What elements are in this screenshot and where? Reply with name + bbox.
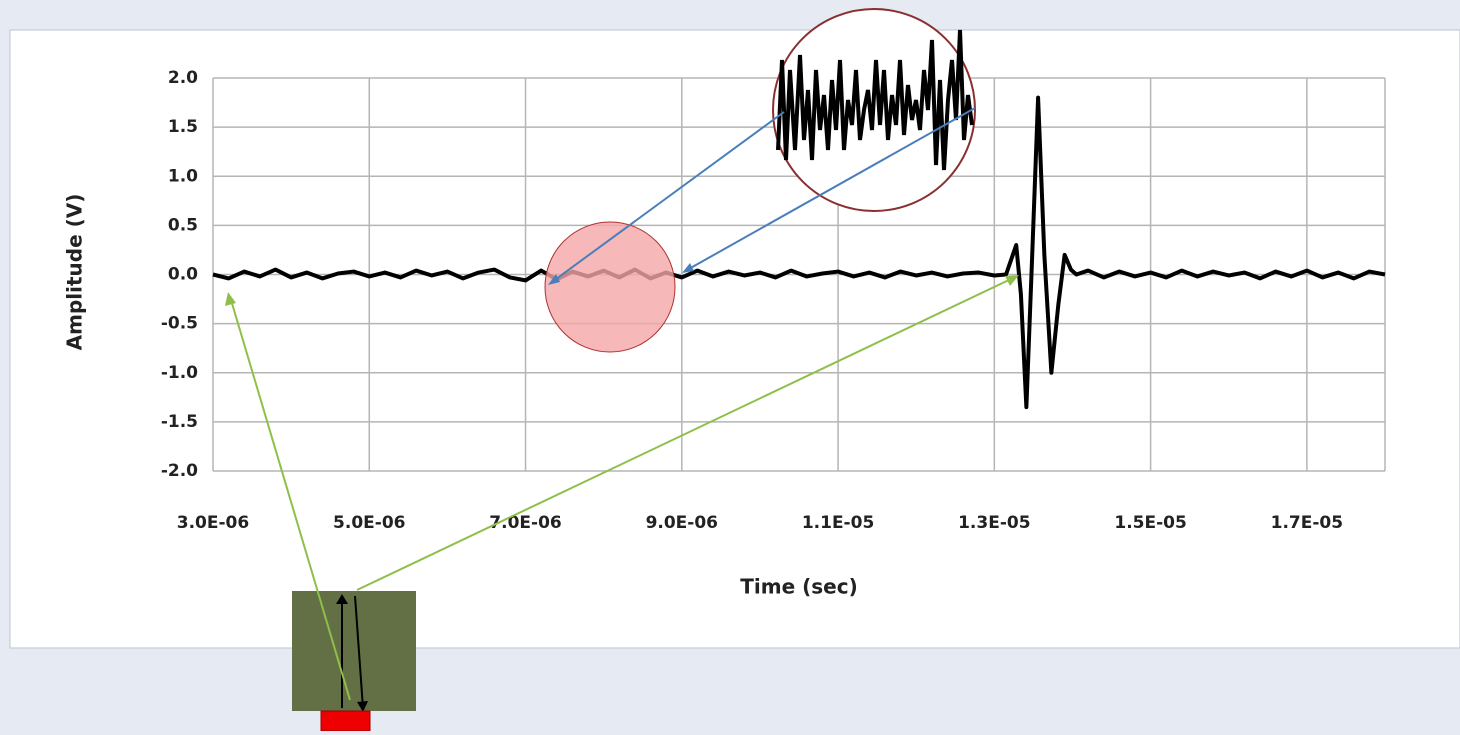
screen: 2.0 1.5 1.0 0.5 0.0 -0.5 -1.0 -1.5 -2.0 3.0E-06 5.…	[0, 0, 1460, 731]
y-tick-label: 0.0	[168, 265, 198, 285]
y-tick-label: -2.0	[161, 461, 198, 481]
y-tick-label: -1.0	[161, 363, 198, 383]
x-tick-label: 3.0E-06	[177, 513, 249, 533]
y-tick-label: 1.5	[168, 117, 198, 137]
x-tick-label: 1.7E-05	[1271, 513, 1343, 533]
highlight-circle	[545, 222, 675, 352]
y-tick-label: -0.5	[161, 314, 198, 334]
sensor-image-tint	[292, 591, 416, 711]
y-tick-label: 2.0	[168, 68, 198, 88]
y-tick-label: -1.5	[161, 412, 198, 432]
x-tick-label: 1.3E-05	[958, 513, 1030, 533]
x-axis-title: Time (sec)	[740, 575, 857, 599]
x-tick-label: 5.0E-06	[333, 513, 405, 533]
y-tick-label: 1.0	[168, 166, 198, 186]
y-tick-label: 0.5	[168, 215, 198, 235]
y-axis-title: Amplitude (V)	[63, 194, 87, 351]
red-marker	[321, 711, 370, 731]
x-tick-label: 1.5E-05	[1114, 513, 1186, 533]
x-tick-label: 9.0E-06	[646, 513, 718, 533]
chart-frame	[10, 30, 1460, 648]
x-tick-label: 1.1E-05	[802, 513, 874, 533]
zoom-inset	[773, 9, 975, 211]
